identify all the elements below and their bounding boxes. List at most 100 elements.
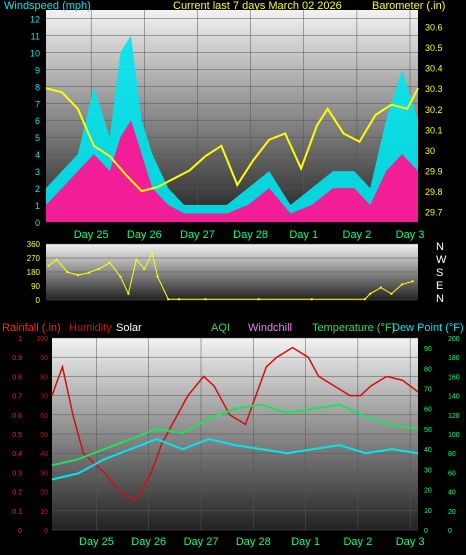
day-tick-label: Day 3	[396, 536, 425, 548]
gust-series-area	[46, 120, 418, 222]
solar-y-tick: 140	[448, 394, 460, 401]
temperature-y-tick: 70	[424, 387, 432, 394]
rainfall-y-tick: 0.1	[12, 509, 22, 516]
temperature-y-tick: 20	[424, 488, 432, 495]
wind-y-tick: 11	[31, 31, 40, 41]
wind-y-tick: 2	[35, 184, 40, 194]
humidity-y-tick: 70	[40, 394, 48, 401]
wind-pressure-panel: Windspeed (mph) Current last 7 days Marc…	[4, 0, 445, 241]
wind-y-tick: 0	[35, 218, 40, 228]
humidity-y-tick: 60	[40, 413, 48, 420]
solar-y-tick: 20	[448, 509, 456, 516]
wind-y-tick: 8	[35, 82, 40, 92]
rainfall-y-tick: 0.5	[12, 432, 22, 439]
barometer-y-tick: 30.3	[425, 84, 443, 94]
compass-label: W	[436, 254, 447, 266]
direction-y-tick: 360	[27, 240, 41, 249]
barometer-y-tick: 30	[425, 146, 435, 156]
barometer-y-tick: 30.4	[425, 64, 443, 74]
barometer-y-tick: 30.2	[425, 105, 443, 115]
compass-label: E	[436, 280, 443, 292]
temperature-label: Temperature (°F)	[312, 322, 395, 334]
solar-y-tick: 100	[448, 432, 460, 439]
barometer-y-tick: 30.5	[425, 43, 443, 53]
day-tick-label: Day 26	[131, 536, 166, 548]
day-tick-label: Day 3	[396, 229, 425, 241]
rainfall-y-tick: 0.9	[12, 355, 22, 362]
humidity-y-tick: 20	[40, 490, 48, 497]
barometer-y-tick: 29.8	[425, 187, 443, 197]
wind-y-tick: 6	[35, 116, 40, 126]
humidity-y-tick: 50	[40, 432, 48, 439]
day-tick-label: Day 26	[127, 229, 162, 241]
temperature-y-tick: 90	[424, 346, 432, 353]
day-tick-label: Day 2	[343, 229, 372, 241]
solar-y-tick: 80	[448, 451, 456, 458]
compass-label: S	[436, 267, 443, 279]
wind-y-tick: 12	[30, 14, 40, 24]
direction-y-tick: 90	[31, 282, 40, 291]
temperature-y-tick: 30	[424, 467, 432, 474]
humidity-y-tick: 100	[36, 336, 48, 343]
barometer-y-tick: 30.6	[425, 22, 443, 32]
day-tick-label: Day 25	[74, 229, 109, 241]
day-tick-label: Day 2	[343, 536, 372, 548]
temperature-y-tick: 0	[424, 528, 428, 535]
rainfall-y-tick: 0.2	[12, 490, 22, 497]
day-tick-label: Day 28	[233, 229, 268, 241]
temperature-y-tick: 40	[424, 447, 432, 454]
humidity-label: Humidity	[69, 322, 112, 334]
wind-y-tick: 5	[35, 133, 40, 143]
temperature-y-tick: 60	[424, 407, 432, 414]
humidity-y-tick: 40	[40, 451, 48, 458]
rainfall-y-tick: 0.3	[12, 470, 22, 477]
dewpoint-series-line	[51, 437, 419, 481]
temperature-y-tick: 10	[424, 508, 432, 515]
solar-y-tick: 180	[448, 355, 460, 362]
temperature-humidity-panel: Rainfall (.in) Humidity Solar AQI Windch…	[2, 322, 464, 548]
windchill-label: Windchill	[248, 322, 292, 334]
windspeed-axis-label: Windspeed (mph)	[4, 0, 91, 12]
temperature-series-line	[51, 403, 419, 467]
wind-y-tick: 7	[35, 99, 40, 109]
rainfall-y-tick: 0.4	[12, 451, 22, 458]
direction-y-tick: 270	[27, 254, 41, 263]
rainfall-y-tick: 0.6	[12, 413, 22, 420]
barometer-y-tick: 30.1	[425, 125, 443, 135]
rainfall-y-tick: 0.8	[12, 374, 22, 381]
rainfall-y-tick: 0	[18, 528, 22, 535]
barometer-y-tick: 29.9	[425, 167, 443, 177]
compass-label: N	[436, 293, 444, 305]
day-tick-label: Day 25	[79, 536, 114, 548]
humidity-y-tick: 10	[40, 509, 48, 516]
barometer-axis-label: Barometer (.in)	[372, 0, 445, 12]
rainfall-axis-label: Rainfall (.in)	[2, 322, 61, 334]
wind-y-tick: 4	[35, 150, 40, 160]
direction-y-tick: 180	[27, 268, 41, 277]
solar-y-tick: 200	[448, 336, 460, 343]
direction-y-tick: 0	[36, 296, 41, 305]
rainfall-y-tick: 0.7	[12, 394, 22, 401]
humidity-y-tick: 30	[40, 470, 48, 477]
wind-y-tick: 9	[35, 65, 40, 75]
solar-y-tick: 0	[448, 528, 452, 535]
aqi-label: AQI	[211, 322, 230, 334]
barometer-series-line	[45, 87, 419, 193]
humidity-y-tick: 90	[40, 355, 48, 362]
day-tick-label: Day 28	[236, 536, 271, 548]
wind-y-tick: 10	[30, 48, 40, 58]
humidity-y-tick: 0	[44, 528, 48, 535]
wind-y-tick: 1	[35, 201, 40, 211]
temperature-y-tick: 50	[424, 427, 432, 434]
temperature-y-tick: 80	[424, 366, 432, 373]
rainfall-y-tick: 1	[18, 336, 22, 343]
humidity-y-tick: 80	[40, 374, 48, 381]
solar-label: Solar	[116, 322, 142, 334]
wind-y-tick: 3	[35, 167, 40, 177]
solar-y-tick: 160	[448, 374, 460, 381]
solar-y-tick: 60	[448, 470, 456, 477]
direction-series-line	[48, 251, 413, 300]
compass-label: N	[436, 241, 444, 253]
